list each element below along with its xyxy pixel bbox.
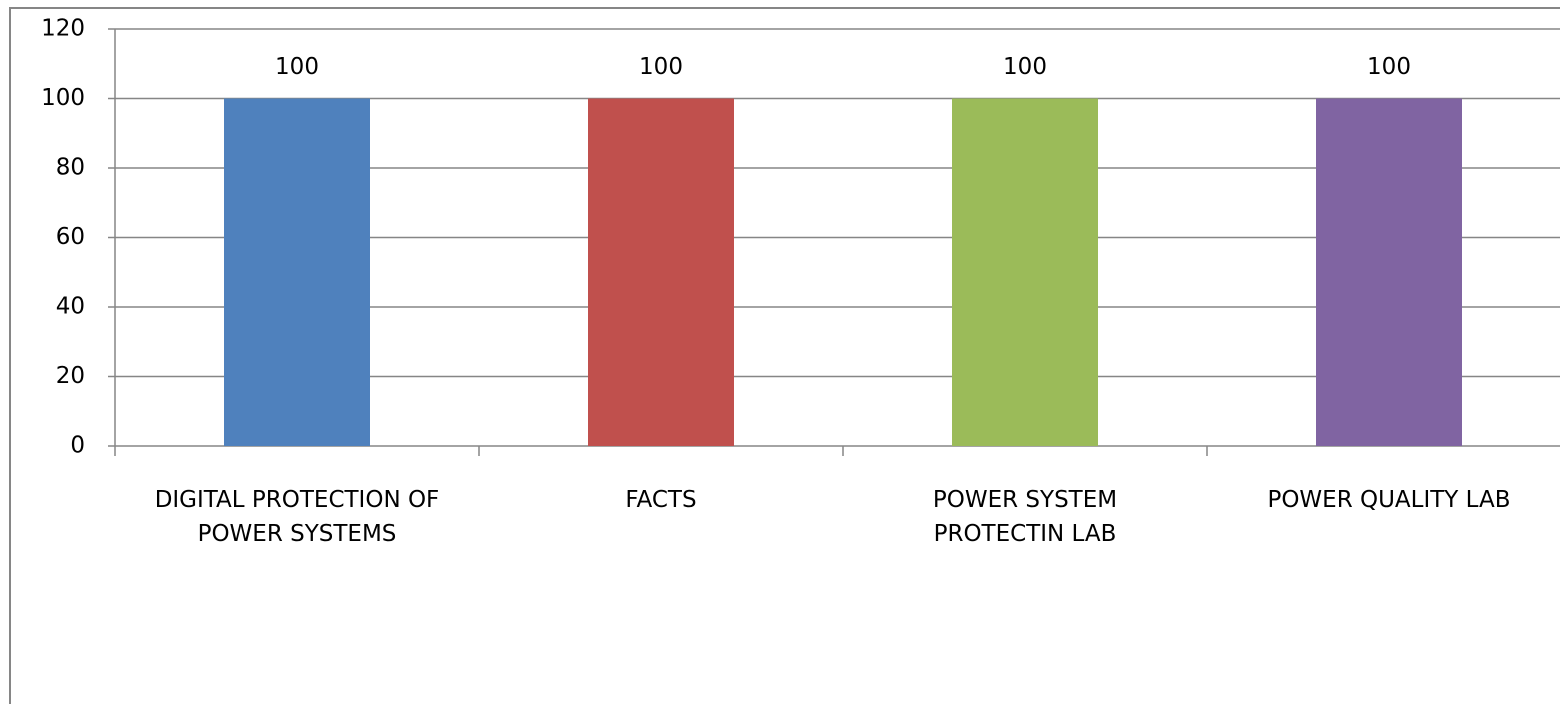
bar	[588, 98, 734, 446]
x-tick-label: POWER QUALITY LAB	[1267, 487, 1511, 513]
bar	[1316, 98, 1462, 446]
y-tick-label: 120	[41, 16, 85, 42]
y-tick-label: 60	[56, 224, 85, 250]
y-tick-label: 0	[70, 433, 85, 459]
data-label: 100	[275, 54, 319, 80]
data-label: 100	[639, 54, 683, 80]
y-tick-label: 80	[56, 155, 85, 181]
bar	[224, 98, 370, 446]
bar	[952, 98, 1098, 446]
x-tick-label: FACTS	[625, 487, 697, 513]
y-tick-label: 100	[41, 85, 85, 111]
y-tick-label: 40	[56, 294, 85, 320]
data-label: 100	[1367, 54, 1411, 80]
data-label: 100	[1003, 54, 1047, 80]
x-tick-label: DIGITAL PROTECTION OF POWER SYSTEMS	[154, 487, 440, 547]
y-tick-label: 20	[56, 363, 85, 389]
x-tick-label: POWER SYSTEM PROTECTIN LAB	[932, 487, 1118, 547]
